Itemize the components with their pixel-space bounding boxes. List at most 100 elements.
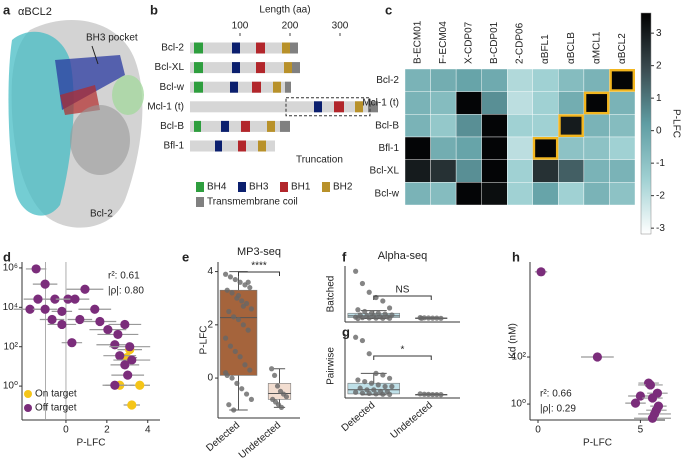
point (438, 315, 444, 321)
highlight (558, 114, 584, 137)
point (90, 304, 100, 314)
point (247, 367, 253, 373)
colorbar (640, 12, 652, 235)
domain (284, 62, 292, 74)
significance-bracket (238, 271, 280, 276)
point (353, 389, 359, 395)
point (362, 308, 368, 315)
point (226, 402, 232, 408)
point (366, 289, 372, 295)
domain (194, 62, 203, 74)
x-axis-label: P-LFC (77, 438, 106, 449)
heatmap-cell (404, 182, 431, 206)
y-tick-label: 10² (4, 341, 19, 352)
point (373, 315, 379, 321)
domain (215, 140, 222, 152)
point (283, 394, 290, 400)
heatmap-cell (455, 136, 482, 160)
protein-bar (190, 42, 298, 54)
panel-label: g (342, 324, 350, 339)
point (229, 290, 235, 296)
legend-label: Off target (35, 403, 77, 414)
heatmap-cell (532, 182, 559, 206)
heatmap-cell (532, 159, 559, 183)
row-label: Bcl-XL (370, 166, 400, 177)
surface-cyan (8, 31, 74, 216)
point (242, 362, 248, 368)
heatmap-cell (609, 136, 636, 160)
legend-swatch (322, 182, 330, 192)
heatmap-cell (558, 159, 585, 183)
protein-bar (190, 140, 275, 152)
point (57, 306, 67, 317)
heatmap-cell (507, 136, 533, 160)
point (359, 315, 366, 321)
panel-label: f (342, 249, 347, 264)
heatmap-cell (481, 159, 508, 183)
legend-label: BH2 (333, 182, 353, 193)
domain (292, 62, 300, 74)
point (425, 315, 432, 321)
x-tick-label: 4 (145, 425, 151, 436)
domain (194, 81, 203, 93)
point (368, 380, 375, 386)
point (57, 319, 67, 330)
point (235, 292, 242, 299)
point (240, 303, 246, 309)
heatmap-cell (583, 136, 610, 160)
panel-label: a (3, 2, 11, 17)
point (231, 407, 237, 413)
heatmap-cell (507, 159, 533, 183)
highlight (532, 136, 559, 160)
domain (282, 42, 290, 54)
panel-label: h (512, 249, 520, 264)
y-tick-label: 4 (207, 266, 213, 277)
colorbar-tick-label: 1 (656, 93, 662, 104)
heatmap-cell (583, 91, 610, 115)
domain (194, 120, 201, 132)
point (222, 335, 229, 341)
point (226, 308, 232, 315)
heatmap-cell (558, 136, 585, 160)
point (647, 413, 658, 423)
point (248, 306, 255, 312)
point (380, 315, 386, 321)
core (70, 105, 130, 175)
point (353, 268, 359, 274)
column-label: αMCL1 (591, 31, 602, 64)
point (240, 322, 246, 328)
point (373, 370, 379, 376)
protein-bar (190, 62, 300, 74)
point (234, 380, 240, 386)
legend-swatch (238, 182, 246, 192)
heatmap-cell (609, 182, 636, 206)
point (235, 316, 242, 323)
point (75, 314, 85, 325)
heatmap-cell (455, 91, 482, 115)
point (278, 404, 285, 410)
point (50, 294, 60, 304)
column-label: αBFL1 (540, 34, 551, 64)
heatmap-cell (404, 159, 431, 183)
point (434, 391, 440, 398)
point (110, 340, 120, 350)
row-label: Bfl-1 (378, 143, 399, 154)
panel-label: b (150, 2, 158, 17)
domain (256, 62, 265, 74)
heatmap-cell (507, 182, 533, 206)
heatmap-cell (507, 114, 533, 138)
point (536, 267, 546, 277)
point (229, 375, 235, 381)
point (274, 383, 281, 389)
heatmap-cell (481, 68, 508, 92)
domain (194, 42, 203, 54)
point (382, 383, 388, 390)
column-label: αBCL2 (617, 33, 628, 64)
point (269, 366, 275, 372)
point (438, 392, 444, 398)
annotation: |ρ|: 0.80 (108, 286, 144, 297)
column-label: F-ECM04 (438, 21, 449, 64)
heatmap-cell (609, 114, 636, 138)
point (386, 375, 393, 381)
row-label: Bcl-2 (161, 43, 184, 54)
